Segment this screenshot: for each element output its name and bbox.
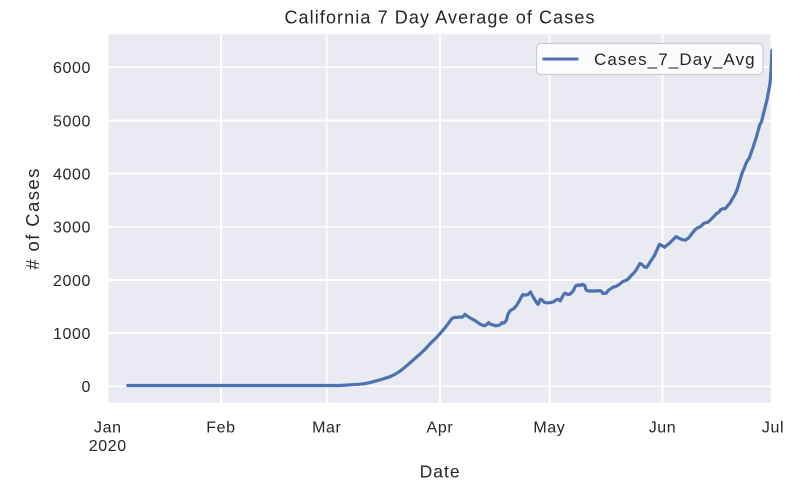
svg-text:2020: 2020 (89, 438, 127, 455)
svg-text:Feb: Feb (206, 420, 235, 437)
svg-text:3000: 3000 (53, 220, 91, 237)
svg-text:May: May (533, 420, 565, 437)
svg-text:5000: 5000 (53, 113, 91, 130)
svg-text:Jan: Jan (94, 420, 122, 437)
svg-text:Jul: Jul (762, 420, 784, 437)
svg-text:0: 0 (82, 379, 92, 396)
svg-text:California 7 Day Average of Ca: California 7 Day Average of Cases (284, 8, 595, 28)
svg-text:Mar: Mar (312, 420, 341, 437)
svg-text:Cases_7_Day_Avg: Cases_7_Day_Avg (594, 50, 756, 69)
svg-text:2000: 2000 (53, 273, 91, 290)
svg-text:Apr: Apr (427, 420, 454, 437)
svg-text:4000: 4000 (53, 167, 91, 184)
svg-text:# of Cases: # of Cases (22, 167, 43, 269)
svg-text:Jun: Jun (649, 420, 677, 437)
svg-text:6000: 6000 (53, 60, 91, 77)
svg-text:Date: Date (420, 461, 461, 481)
svg-text:1000: 1000 (53, 326, 91, 343)
